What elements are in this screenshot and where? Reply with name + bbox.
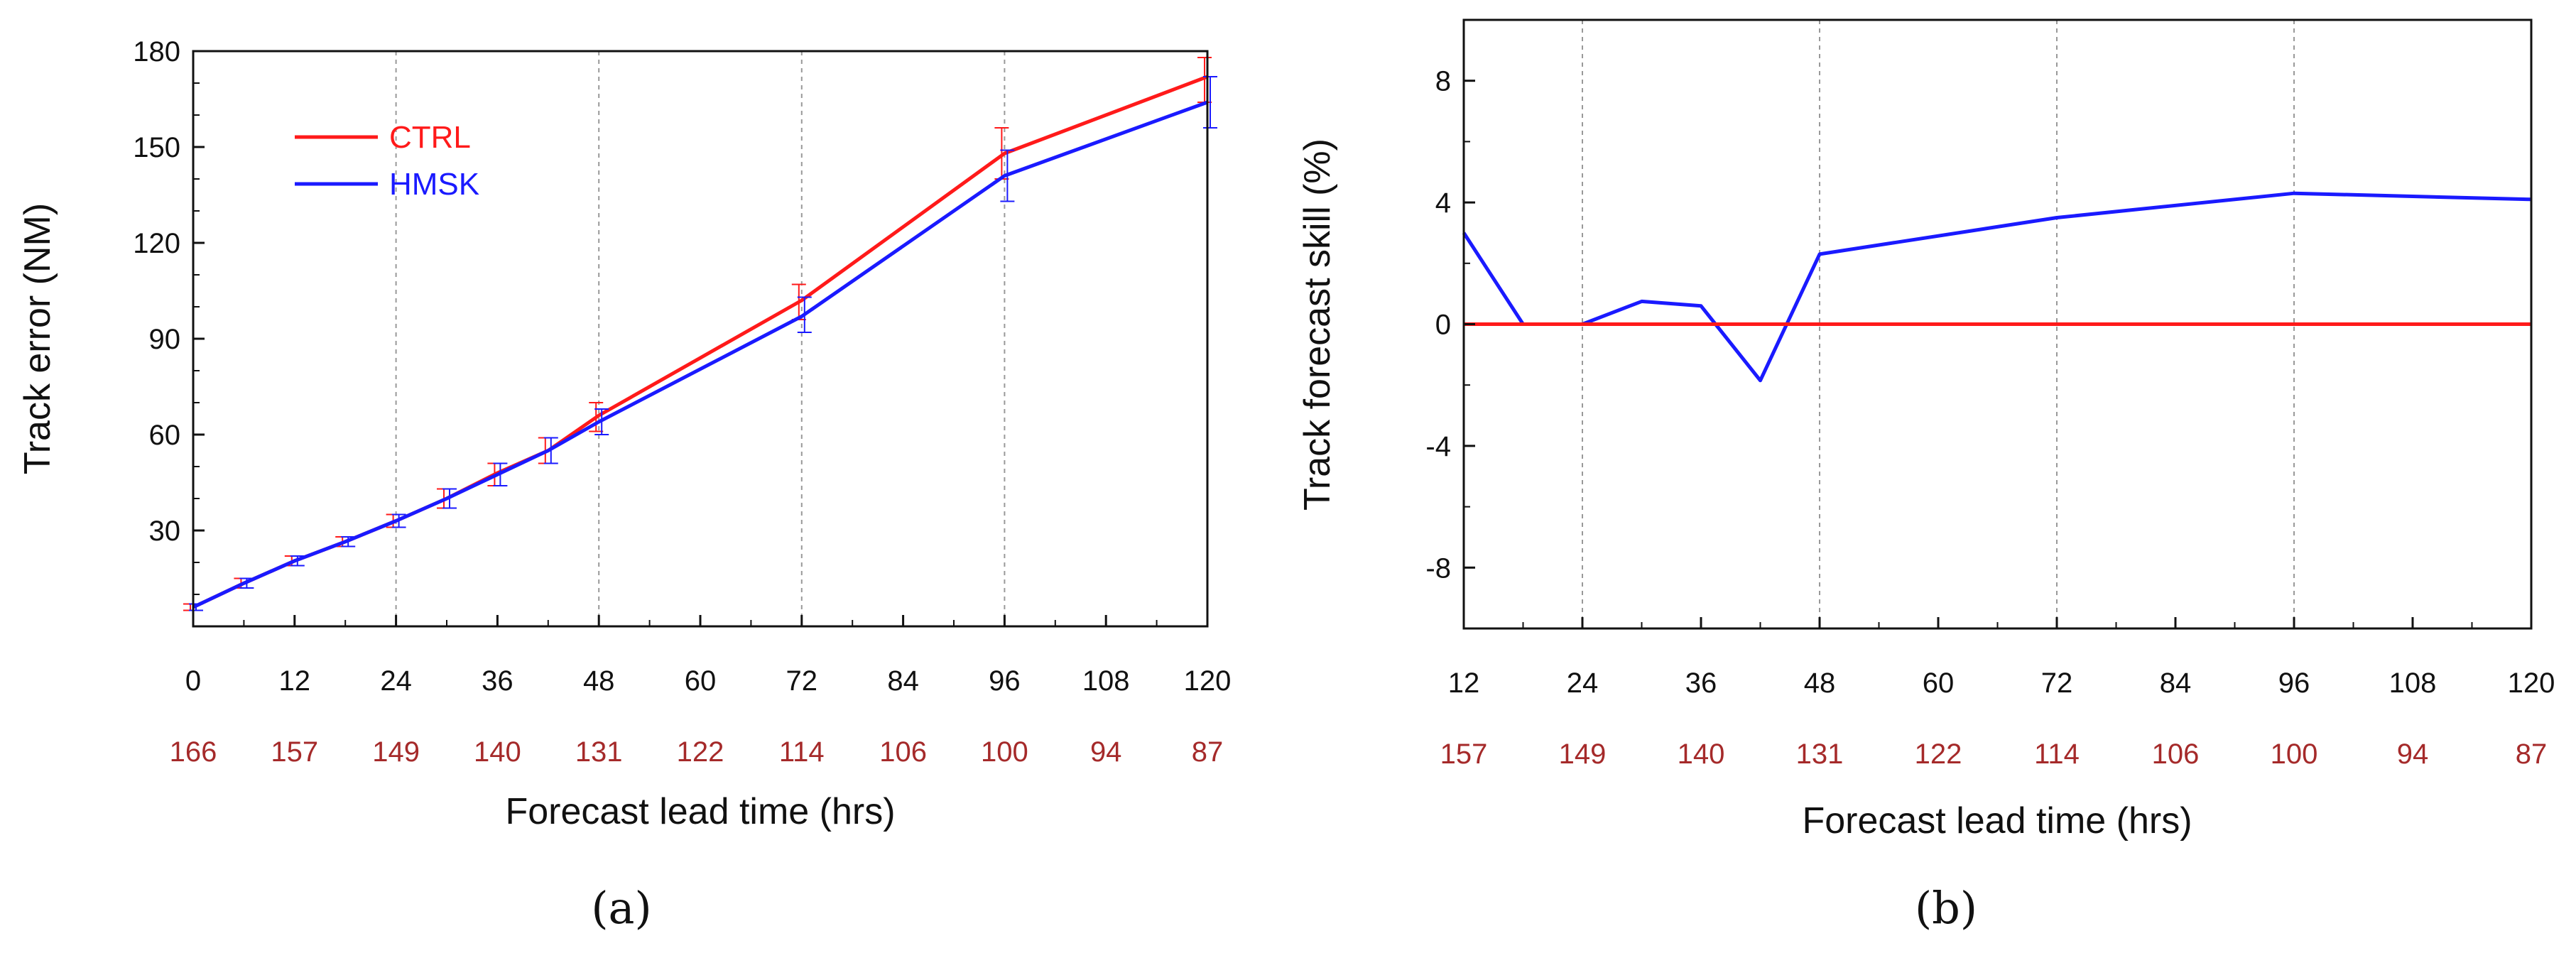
case-count-label: 149: [1559, 739, 1607, 770]
series-line-hmsk: [192, 100, 1208, 609]
x-tick-label: 36: [482, 665, 513, 697]
y-tick-label: 0: [1435, 310, 1451, 341]
panel-a-label: (a): [591, 882, 651, 934]
case-count-label: 166: [170, 736, 217, 768]
case-count-label: 87: [1192, 736, 1224, 768]
x-tick-label: 96: [2278, 668, 2310, 699]
y-tick-label: 150: [133, 132, 180, 163]
x-tick-label: 0: [185, 665, 201, 697]
panel-a-ticks: 0 166 12 157 24 149 36 140 48 131 60 122 72 114 84 106 9…: [133, 36, 1231, 768]
x-tick-label: 108: [2389, 668, 2437, 699]
case-count-label: 94: [1090, 736, 1122, 768]
y-tick-label: 60: [149, 420, 181, 451]
case-count-label: 157: [1440, 739, 1488, 770]
x-tick-label: 12: [1448, 668, 1480, 699]
case-count-label: 131: [575, 736, 623, 768]
case-count-label: 114: [779, 736, 825, 768]
x-tick-label: 12: [279, 665, 311, 697]
y-tick-label: 4: [1435, 187, 1451, 219]
y-tick-label: 180: [133, 36, 180, 67]
x-tick-label: 120: [2508, 668, 2555, 699]
panel-b-ticks: 1215724149361404813160122721148410696100…: [1425, 66, 2555, 770]
case-count-label: 106: [879, 736, 927, 768]
case-count-label: 140: [1678, 739, 1725, 770]
x-tick-label: 72: [2041, 668, 2073, 699]
x-tick-label: 48: [583, 665, 615, 697]
case-count-label: 140: [474, 736, 521, 768]
case-count-label: 106: [2152, 739, 2200, 770]
panel-b-track-skill: 1215724149361404813160122721148410696100…: [1297, 18, 2555, 934]
case-count-label: 100: [981, 736, 1028, 768]
x-tick-label: 84: [887, 665, 919, 697]
x-tick-label: 72: [786, 665, 818, 697]
y-tick-label: 30: [149, 516, 181, 547]
y-tick-label: -4: [1425, 431, 1451, 462]
panel-a-legend: CTRL HMSK: [295, 120, 479, 202]
x-tick-label: 60: [685, 665, 717, 697]
case-count-label: 122: [677, 736, 724, 768]
y-tick-label: 8: [1435, 66, 1451, 97]
case-count-label: 157: [271, 736, 318, 768]
x-tick-label: 36: [1685, 668, 1717, 699]
x-tick-label: 96: [989, 665, 1021, 697]
x-tick-label: 24: [1567, 668, 1599, 699]
panel-a-series: [183, 57, 1217, 611]
x-tick-label: 84: [2160, 668, 2192, 699]
legend-hmsk-label: HMSK: [389, 167, 479, 202]
case-count-label: 94: [2397, 739, 2429, 770]
panel-a-ylabel: Track error (NM): [17, 203, 58, 474]
case-count-label: 114: [2034, 739, 2080, 770]
y-tick-label: 90: [149, 324, 181, 355]
legend-ctrl-label: CTRL: [389, 120, 471, 155]
case-count-label: 149: [372, 736, 420, 768]
y-tick-label: -8: [1425, 552, 1451, 584]
x-tick-label: 60: [1923, 668, 1955, 699]
panel-a-gridlines: [395, 51, 1006, 626]
panel-b-label: (b): [1915, 882, 1977, 934]
case-count-label: 100: [2271, 739, 2318, 770]
x-tick-label: 48: [1804, 668, 1836, 699]
panel-a-track-error: 0 166 12 157 24 149 36 140 48 131 60 122 72 114 84 106 9…: [17, 36, 1231, 934]
panel-b-ylabel: Track forecast skill (%): [1297, 138, 1338, 511]
panel-b-series: [1462, 191, 2532, 383]
series-line-skill: [1462, 191, 2532, 383]
case-count-label: 131: [1796, 739, 1844, 770]
x-tick-label: 120: [1184, 665, 1232, 697]
x-tick-label: 24: [380, 665, 412, 697]
case-count-label: 122: [1915, 739, 1962, 770]
y-tick-label: 120: [133, 228, 180, 259]
x-tick-label: 108: [1082, 665, 1130, 697]
case-count-label: 87: [2516, 739, 2548, 770]
panel-b-xlabel: Forecast lead time (hrs): [1802, 800, 2192, 842]
panel-a-xlabel: Forecast lead time (hrs): [505, 791, 895, 832]
